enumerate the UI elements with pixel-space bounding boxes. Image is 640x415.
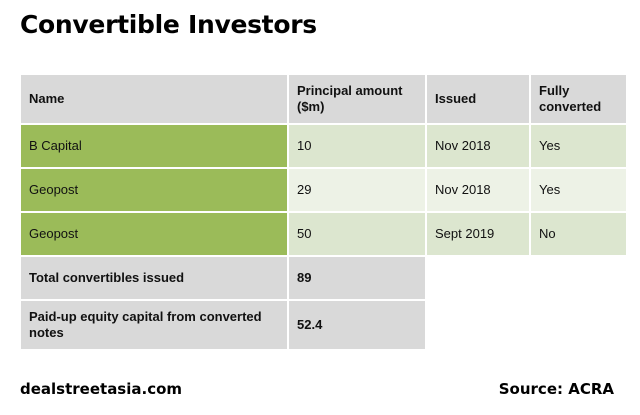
table-row: Geopost 29 Nov 2018 Yes (21, 169, 626, 211)
total-row: Total convertibles issued 89 (21, 257, 626, 299)
fully-converted: Yes (531, 125, 626, 167)
header-name: Name (21, 75, 287, 123)
empty-cell (427, 301, 626, 349)
fully-converted: No (531, 213, 626, 255)
header-converted: Fully converted (531, 75, 626, 123)
total-value: 89 (289, 257, 425, 299)
site-name: dealstreetasia.com (20, 380, 183, 398)
page-title: Convertible Investors (20, 10, 317, 39)
issued-date: Sept 2019 (427, 213, 529, 255)
principal-amount: 29 (289, 169, 425, 211)
total-label: Paid-up equity capital from converted no… (21, 301, 287, 349)
table-header-row: Name Principal amount ($m) Issued Fully … (21, 75, 626, 123)
total-label: Total convertibles issued (21, 257, 287, 299)
issued-date: Nov 2018 (427, 169, 529, 211)
principal-amount: 10 (289, 125, 425, 167)
issued-date: Nov 2018 (427, 125, 529, 167)
source-credit: Source: ACRA (498, 380, 614, 398)
total-row: Paid-up equity capital from converted no… (21, 301, 626, 349)
fully-converted: Yes (531, 169, 626, 211)
total-value: 52.4 (289, 301, 425, 349)
convertible-investors-table: Name Principal amount ($m) Issued Fully … (19, 73, 628, 351)
table-row: B Capital 10 Nov 2018 Yes (21, 125, 626, 167)
header-principal: Principal amount ($m) (289, 75, 425, 123)
table-row: Geopost 50 Sept 2019 No (21, 213, 626, 255)
empty-cell (427, 257, 626, 299)
investor-name: Geopost (21, 213, 287, 255)
investor-name: Geopost (21, 169, 287, 211)
header-issued: Issued (427, 75, 529, 123)
principal-amount: 50 (289, 213, 425, 255)
investor-name: B Capital (21, 125, 287, 167)
